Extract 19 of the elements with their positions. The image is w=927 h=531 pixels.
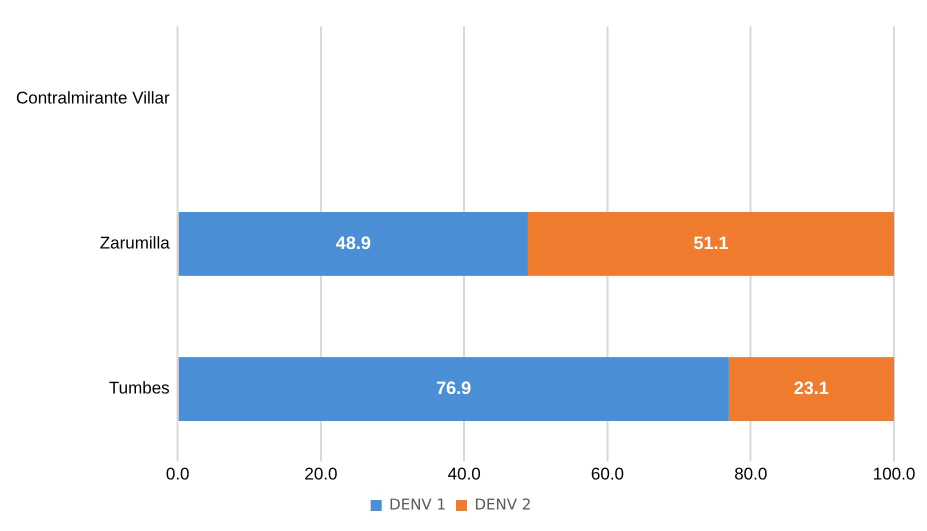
legend-label: DENV 1: [389, 495, 446, 514]
bar: [728, 357, 894, 421]
legend-label: DENV 2: [474, 495, 532, 514]
x-tick-label: 40.0: [448, 464, 481, 484]
y-tick-label: Contralmirante Villar: [16, 88, 170, 108]
bar: [528, 212, 894, 276]
bar: [178, 357, 729, 421]
x-tick-label: 60.0: [590, 464, 624, 484]
bar: [178, 212, 528, 276]
y-tick-label: Zarumilla: [100, 234, 170, 253]
y-tick-label: Tumbes: [108, 378, 170, 398]
x-tick-label: 0.0: [166, 464, 190, 484]
x-tick-label: 20.0: [304, 464, 338, 484]
data-label: 23.1: [794, 378, 829, 398]
data-label: 48.9: [336, 232, 371, 253]
x-tick-label: 80.0: [734, 464, 768, 484]
x-tick-label: 100.0: [872, 464, 916, 484]
data-label: 76.9: [436, 378, 472, 398]
data-label: 51.1: [693, 232, 729, 253]
